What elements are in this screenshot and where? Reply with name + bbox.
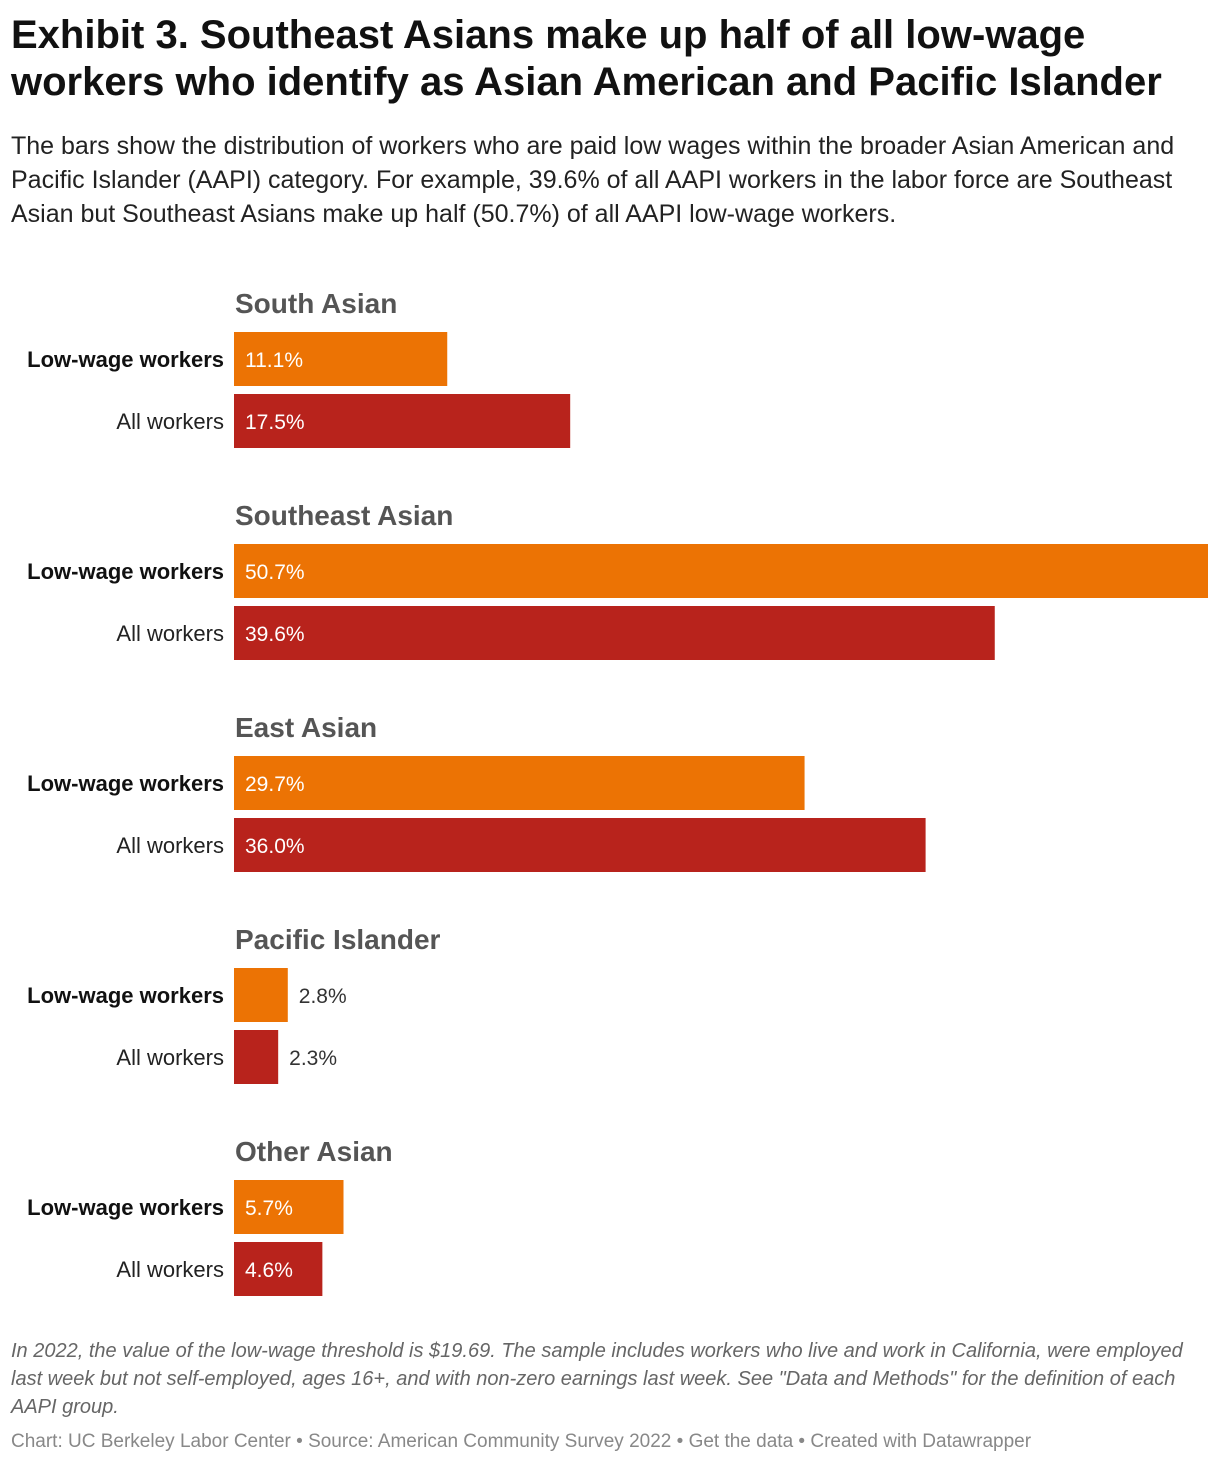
bar-value-label: 5.7% — [245, 1197, 293, 1220]
get-the-data-link[interactable]: Get the data — [688, 1431, 794, 1452]
group-title: South Asian — [235, 288, 397, 319]
bar — [234, 1180, 344, 1234]
chart-subtitle: The bars show the distribution of worker… — [11, 132, 1175, 228]
bar-value-label: 2.3% — [289, 1047, 337, 1070]
row-label: All workers — [116, 1045, 224, 1070]
bar-value-label: 11.1% — [245, 349, 303, 372]
bar-value-label: 39.6% — [245, 623, 305, 646]
footer-datawrapper: Created with Datawrapper — [810, 1431, 1032, 1452]
bar — [234, 332, 448, 386]
row-label: Low-wage workers — [27, 559, 224, 584]
bar-value-label: 17.5% — [245, 411, 305, 434]
bar — [234, 968, 288, 1022]
bar — [234, 818, 926, 872]
bar — [234, 606, 995, 660]
footer-source: Source: American Community Survey 2022 — [308, 1431, 672, 1452]
bar — [234, 756, 805, 810]
bar — [234, 1030, 279, 1084]
bar — [234, 1242, 323, 1296]
bar-value-label: 29.7% — [245, 773, 305, 796]
bar-value-label: 4.6% — [245, 1259, 293, 1282]
chart-title: Exhibit 3. Southeast Asians make up half… — [11, 13, 1162, 104]
row-label: Low-wage workers — [27, 347, 224, 372]
row-label: Low-wage workers — [27, 771, 224, 796]
bar — [234, 394, 571, 448]
row-label: All workers — [116, 621, 224, 646]
row-label: Low-wage workers — [27, 1195, 224, 1220]
bar — [234, 544, 1208, 598]
bar-chart: South Asian Low-wage workers 11.1% All work… — [27, 288, 1208, 1296]
chart-notes: In 2022, the value of the low-wage thres… — [11, 1340, 1183, 1418]
group-title: East Asian — [235, 712, 377, 743]
group-title: Pacific Islander — [235, 924, 441, 955]
row-label: Low-wage workers — [27, 983, 224, 1008]
footer-credit: Chart: UC Berkeley Labor Center — [11, 1431, 291, 1452]
row-label: All workers — [116, 833, 224, 858]
group-title: Southeast Asian — [235, 500, 453, 531]
bar-value-label: 50.7% — [245, 561, 305, 584]
group-title: Other Asian — [235, 1136, 393, 1167]
row-label: All workers — [116, 1257, 224, 1282]
row-label: All workers — [116, 409, 224, 434]
bar-value-label: 2.8% — [299, 985, 347, 1008]
bar-value-label: 36.0% — [245, 835, 305, 858]
chart-footer: Chart: UC Berkeley Labor Center • Source… — [11, 1431, 1032, 1452]
